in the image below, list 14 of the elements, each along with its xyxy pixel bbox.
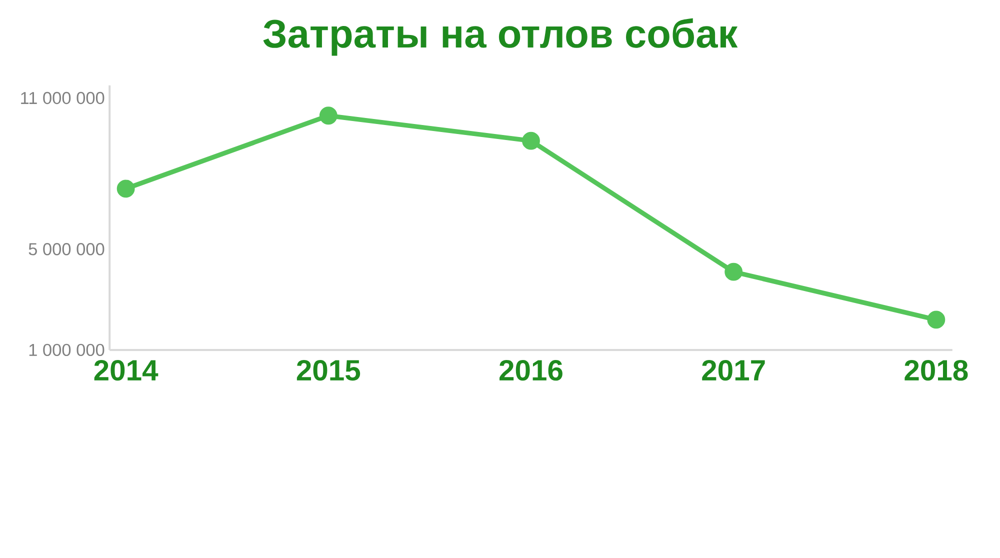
point: [522, 132, 540, 150]
y-tick-label: 11 000 000: [21, 92, 104, 104]
x-tick-label: 2018: [904, 360, 968, 381]
chart-title: Затраты на отлов собак: [263, 18, 738, 56]
point: [116, 180, 135, 198]
x-tick-label: 2016: [500, 360, 562, 381]
x-tick-label: 2017: [702, 360, 765, 381]
y-tick-label: 1 000 000: [29, 344, 104, 356]
point: [724, 262, 743, 281]
x-tick-label: 2014: [94, 360, 158, 381]
y-tick-label: 5 000 000: [28, 243, 104, 256]
x-tick-label: 2015: [296, 360, 360, 381]
point: [319, 106, 338, 125]
point: [927, 310, 946, 329]
